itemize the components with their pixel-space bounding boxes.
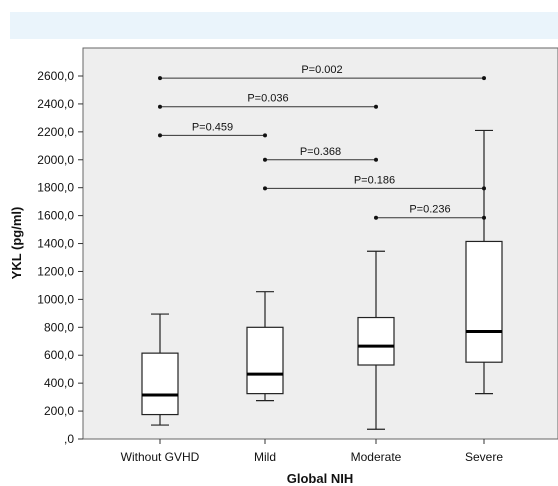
y-axis-ticks: ,0 200,0 400,0 600,0 800,0 1000,0 1200,0 1400,0… bbox=[37, 69, 83, 446]
y-tick-label: 1000,0 bbox=[37, 292, 74, 306]
y-axis-label: YKL (pg/ml) bbox=[9, 207, 24, 280]
p-value-label: P=0.459 bbox=[192, 121, 233, 133]
iqr-box bbox=[465, 240, 503, 363]
comparison-endpoint bbox=[374, 157, 378, 162]
comparison-endpoint bbox=[263, 157, 267, 162]
x-tick-label: Mild bbox=[254, 450, 276, 464]
y-tick-label: ,0 bbox=[64, 432, 74, 446]
comparison-bracket: P=0.036 bbox=[158, 93, 378, 109]
comparison-endpoint bbox=[482, 76, 486, 81]
y-tick-label: 1800,0 bbox=[37, 181, 74, 195]
comparison-endpoint bbox=[158, 133, 162, 138]
comparison-bracket: P=0.002 bbox=[158, 64, 486, 81]
comparison-bracket: P=0.186 bbox=[263, 174, 486, 191]
y-tick-label: 1200,0 bbox=[37, 264, 74, 278]
y-tick-label: 600,0 bbox=[44, 348, 74, 362]
box-moderate bbox=[357, 250, 395, 430]
comparison-endpoint bbox=[374, 104, 378, 109]
top-band bbox=[10, 12, 558, 39]
y-tick-label: 2200,0 bbox=[37, 125, 74, 139]
x-tick-label: Without GVHD bbox=[121, 450, 200, 464]
y-tick-label: 2000,0 bbox=[37, 153, 74, 167]
box-series bbox=[141, 129, 503, 430]
comparison-endpoint bbox=[263, 186, 267, 191]
comparison-endpoint bbox=[374, 215, 378, 220]
comparison-bracket: P=0.368 bbox=[263, 146, 378, 162]
comparison-endpoint bbox=[263, 133, 267, 138]
p-value-label: P=0.236 bbox=[409, 204, 450, 216]
y-tick-label: 2600,0 bbox=[37, 69, 74, 83]
box-severe bbox=[465, 129, 503, 395]
comparison-endpoint bbox=[158, 104, 162, 109]
x-tick-label: Severe bbox=[465, 450, 503, 464]
x-axis-label: Global NIH bbox=[287, 471, 353, 486]
y-tick-label: 400,0 bbox=[44, 376, 74, 390]
iqr-box bbox=[141, 352, 179, 416]
iqr-box bbox=[246, 326, 284, 395]
p-value-label: P=0.002 bbox=[301, 64, 342, 76]
comparison-bracket: P=0.459 bbox=[158, 121, 267, 138]
y-tick-label: 1400,0 bbox=[37, 237, 74, 251]
iqr-box bbox=[357, 316, 395, 366]
comparison-endpoint bbox=[482, 186, 486, 191]
box-mild bbox=[246, 291, 284, 402]
p-value-label: P=0.186 bbox=[354, 174, 395, 186]
p-value-label: P=0.368 bbox=[300, 146, 341, 158]
x-axis-ticks: Without GVHD Mild Moderate Severe bbox=[121, 439, 503, 464]
comparison-endpoint bbox=[482, 215, 486, 220]
y-tick-label: 800,0 bbox=[44, 320, 74, 334]
comparison-bracket: P=0.236 bbox=[374, 204, 486, 220]
y-tick-label: 200,0 bbox=[44, 404, 74, 418]
y-tick-label: 1600,0 bbox=[37, 209, 74, 223]
p-value-label: P=0.036 bbox=[247, 93, 288, 105]
y-tick-label: 2400,0 bbox=[37, 97, 74, 111]
x-tick-label: Moderate bbox=[351, 450, 402, 464]
comparison-brackets: P=0.002 P=0.036 P=0.459 P=0.368 P=0.186 P=0.2… bbox=[158, 64, 486, 220]
box-without-gvhd bbox=[141, 313, 179, 426]
comparison-endpoint bbox=[158, 76, 162, 81]
